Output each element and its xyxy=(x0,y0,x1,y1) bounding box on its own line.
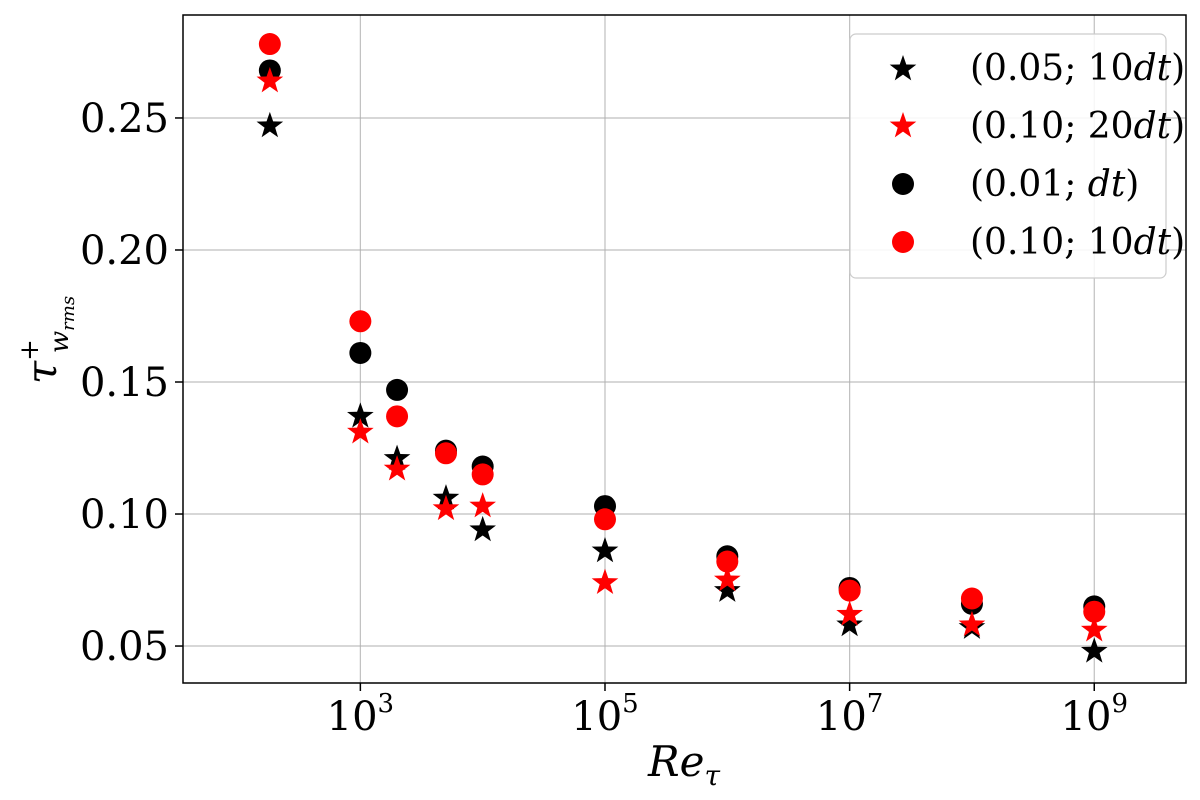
legend-label-0: (0.05; 10dt) xyxy=(970,48,1185,89)
point-s1-0 xyxy=(256,67,284,93)
point-s0-6 xyxy=(714,576,741,602)
point-s1-9 xyxy=(1080,616,1108,642)
point-s3-6 xyxy=(716,550,739,573)
x-tick-label-1: 105 xyxy=(571,689,638,740)
point-s3-8 xyxy=(960,587,983,610)
legend-marker-3 xyxy=(892,231,914,253)
point-s0-5 xyxy=(591,536,619,563)
point-s3-9 xyxy=(1083,600,1106,623)
point-s2-1 xyxy=(349,341,372,364)
legend-marker-0 xyxy=(889,55,917,81)
data-markers xyxy=(256,33,1108,663)
point-s0-0 xyxy=(256,111,284,138)
point-s1-1 xyxy=(347,418,374,444)
legend-markers xyxy=(889,55,917,253)
y-tick-label-3: 0.20 xyxy=(80,228,169,274)
point-s1-4 xyxy=(469,492,496,518)
legend-label-2: (0.01; dt) xyxy=(970,164,1139,205)
point-s0-9 xyxy=(1080,637,1108,663)
point-s3-4 xyxy=(471,463,494,486)
y-axis-title-group: τ+wrms xyxy=(15,296,79,384)
point-s0-4 xyxy=(469,515,496,542)
point-s0-1 xyxy=(347,402,374,428)
legend-box xyxy=(849,33,1167,279)
legend-label-3: (0.10; 10dt) xyxy=(970,222,1185,263)
point-s1-3 xyxy=(432,494,460,521)
y-axis-title: τ+wrms xyxy=(15,296,79,384)
x-tick-label-3: 109 xyxy=(1061,689,1128,740)
point-s3-3 xyxy=(434,442,457,465)
x-tick-label-2: 107 xyxy=(816,689,883,740)
point-s3-2 xyxy=(386,405,409,428)
legend-label-1: (0.10; 20dt) xyxy=(970,106,1185,147)
point-s1-6 xyxy=(714,566,741,592)
point-s1-8 xyxy=(958,610,986,637)
x-tick-label-0: 103 xyxy=(327,689,394,740)
point-s1-2 xyxy=(383,455,411,481)
point-s3-7 xyxy=(838,579,861,602)
legend-marker-1 xyxy=(889,112,917,138)
legend-marker-2 xyxy=(892,173,914,195)
x-axis-title: Reτ xyxy=(647,737,720,792)
y-tick-label-0: 0.05 xyxy=(80,624,169,670)
axis-ticks: 103 105 107 109 0.05 0.10 0.15 0.20 0.25 xyxy=(80,96,1128,740)
point-s1-5 xyxy=(591,568,619,594)
point-s1-7 xyxy=(836,600,863,626)
y-tick-label-1: 0.10 xyxy=(80,492,169,538)
point-s0-7 xyxy=(836,610,863,637)
y-tick-label-4: 0.25 xyxy=(80,96,169,142)
point-s3-0 xyxy=(258,33,281,56)
point-s3-5 xyxy=(593,508,616,531)
y-tick-label-2: 0.15 xyxy=(80,360,169,406)
plot-frame xyxy=(182,14,1187,684)
point-s2-2 xyxy=(386,378,409,401)
point-s3-1 xyxy=(349,310,372,333)
legend: (0.05; 10dt) (0.10; 20dt) (0.01; dt) (0.… xyxy=(849,33,1185,279)
